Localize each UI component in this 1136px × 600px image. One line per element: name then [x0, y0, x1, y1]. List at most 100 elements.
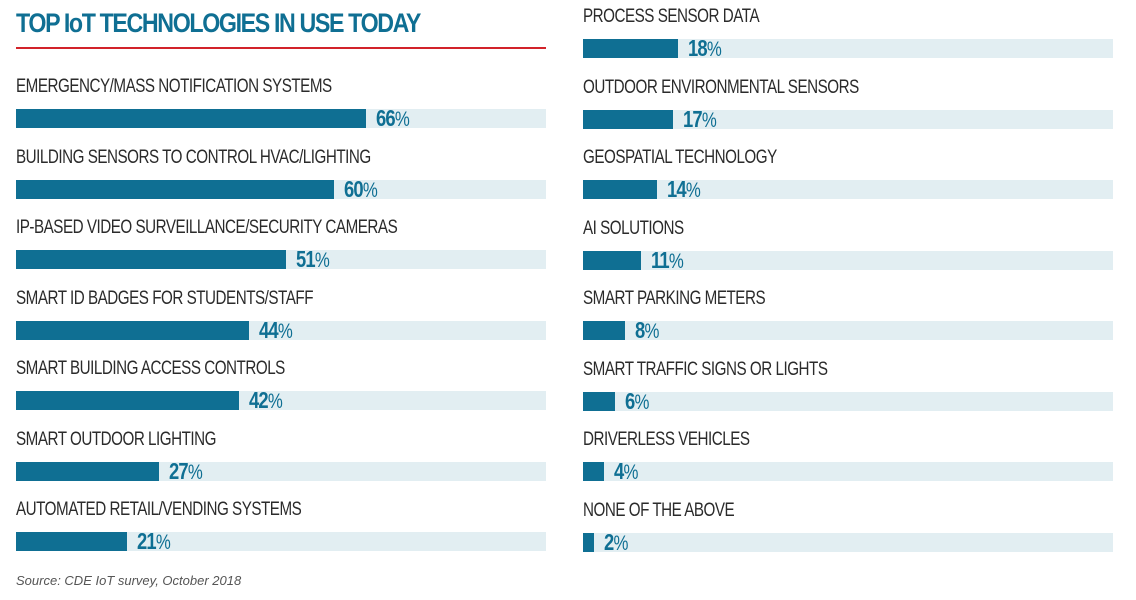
bar-value-number: 21	[137, 528, 157, 554]
bar-value-unit: %	[685, 179, 701, 202]
bar-row: SMART ID BADGES FOR STUDENTS/STAFF 44%	[16, 284, 546, 354]
bar-row: AI SOLUTIONS 11%	[583, 214, 1113, 284]
bar-track: 14%	[583, 176, 1113, 202]
bar	[16, 179, 334, 199]
bar-value-unit: %	[634, 390, 649, 414]
bar-row: SMART BUILDING ACCESS CONTROLS 42%	[16, 354, 546, 424]
bar-row: OUTDOOR ENVIRONMENTAL SENSORS 17%	[583, 73, 1113, 143]
bar	[16, 109, 366, 128]
bar-value-label: 11%	[651, 246, 684, 276]
bar-value-label: 44%	[259, 316, 293, 346]
bar-value-label: 18%	[688, 34, 722, 64]
bar-value-unit: %	[644, 320, 659, 343]
bar	[583, 532, 594, 552]
bar-label: SMART ID BADGES FOR STUDENTS/STAFF	[16, 287, 314, 309]
bar-track: 6%	[583, 388, 1113, 414]
bar-value-number: 11	[651, 246, 670, 273]
bar-row: EMERGENCY/MASS NOTIFICATION SYSTEMS 66%	[16, 72, 546, 142]
bar-value-unit: %	[668, 249, 684, 273]
bar-label: EMERGENCY/MASS NOTIFICATION SYSTEMS	[16, 76, 332, 97]
bar-label: SMART TRAFFIC SIGNS OR LIGHTS	[583, 358, 828, 380]
bar-value-label: 60%	[344, 175, 378, 205]
bar-value-label: 6%	[625, 387, 649, 417]
bar-value-unit: %	[613, 531, 628, 555]
bar-track: 4%	[583, 458, 1113, 484]
bar-track: 44%	[16, 317, 546, 343]
bar-label: SMART PARKING METERS	[583, 288, 766, 309]
bar-track: 21%	[16, 528, 546, 554]
chart-title: TOP IoT TECHNOLOGIES IN USE TODAY	[16, 8, 421, 38]
bar-value-number: 6	[625, 387, 635, 414]
bar-value-number: 42	[249, 387, 269, 413]
bar-row: SMART PARKING METERS 8%	[583, 284, 1113, 354]
bar-track: 51%	[16, 246, 546, 272]
bar-row: DRIVERLESS VEHICLES 4%	[583, 425, 1113, 495]
bar	[583, 39, 678, 58]
bar-label: BUILDING SENSORS TO CONTROL HVAC/LIGHTIN…	[16, 146, 371, 168]
bar	[16, 461, 159, 481]
bar-value-unit: %	[277, 319, 293, 343]
bar-row: IP-BASED VIDEO SURVEILLANCE/SECURITY CAM…	[16, 213, 546, 283]
bar-value-unit: %	[267, 390, 283, 413]
bar	[16, 532, 127, 551]
bar-value-label: 8%	[635, 316, 659, 346]
bar	[583, 391, 615, 411]
bar-value-unit: %	[155, 531, 171, 554]
bar-value-label: 17%	[683, 105, 717, 135]
bar-value-unit: %	[187, 460, 203, 484]
bar-value-number: 17	[683, 105, 703, 132]
bar-value-unit: %	[701, 108, 717, 132]
bar-track: 8%	[583, 317, 1113, 343]
bar-label: AUTOMATED RETAIL/VENDING SYSTEMS	[16, 499, 302, 520]
bar-track: 18%	[583, 35, 1113, 61]
bar-track: 60%	[16, 176, 546, 202]
bar	[583, 321, 625, 340]
bar-value-number: 27	[169, 457, 189, 484]
bar-value-number: 8	[635, 317, 645, 343]
bar	[583, 109, 673, 129]
bar-label: SMART OUTDOOR LIGHTING	[16, 428, 217, 450]
bar-value-number: 18	[688, 35, 708, 61]
bar-value-unit: %	[314, 249, 330, 272]
bar-row: SMART TRAFFIC SIGNS OR LIGHTS 6%	[583, 355, 1113, 425]
bar	[583, 180, 657, 199]
bar-label: OUTDOOR ENVIRONMENTAL SENSORS	[583, 76, 859, 98]
bar	[583, 250, 641, 270]
bar-value-number: 44	[259, 316, 279, 343]
bar-row: SMART OUTDOOR LIGHTING 27%	[16, 425, 546, 495]
bar	[583, 462, 604, 481]
bar-label: AI SOLUTIONS	[583, 217, 684, 239]
bar-value-label: 2%	[604, 528, 628, 558]
bar-label: PROCESS SENSOR DATA	[583, 6, 760, 27]
bar-value-number: 66	[376, 105, 396, 131]
bar-track: 42%	[16, 387, 546, 413]
bar-label: IP-BASED VIDEO SURVEILLANCE/SECURITY CAM…	[16, 217, 398, 238]
bar-value-number: 4	[614, 458, 624, 484]
bar-row: GEOSPATIAL TECHNOLOGY 14%	[583, 143, 1113, 213]
bar	[16, 391, 239, 410]
bar-row: AUTOMATED RETAIL/VENDING SYSTEMS 21%	[16, 495, 546, 565]
bar-value-unit: %	[394, 108, 410, 131]
bar-value-unit: %	[706, 38, 722, 61]
bar-value-unit: %	[623, 461, 638, 484]
bar-value-label: 66%	[376, 104, 410, 134]
bar-value-label: 14%	[667, 175, 701, 205]
bar-row: NONE OF THE ABOVE 2%	[583, 496, 1113, 566]
bar-label: GEOSPATIAL TECHNOLOGY	[583, 147, 777, 168]
bar-value-label: 42%	[249, 386, 283, 416]
bar-label: DRIVERLESS VEHICLES	[583, 429, 750, 450]
title-underline	[16, 47, 546, 49]
bar-label: NONE OF THE ABOVE	[583, 499, 735, 521]
bar-value-label: 51%	[296, 245, 330, 275]
bar-value-unit: %	[362, 178, 378, 202]
bar-track: 2%	[583, 529, 1113, 555]
bar-track: 27%	[16, 458, 546, 484]
bar	[16, 250, 286, 269]
bar-row: BUILDING SENSORS TO CONTROL HVAC/LIGHTIN…	[16, 143, 546, 213]
bar-value-label: 4%	[614, 457, 638, 487]
bar-value-label: 21%	[137, 527, 171, 557]
bar-value-number: 14	[667, 176, 687, 202]
source-note: Source: CDE IoT survey, October 2018	[16, 573, 242, 588]
bar-value-number: 60	[344, 175, 364, 202]
bar-value-number: 2	[604, 528, 614, 555]
